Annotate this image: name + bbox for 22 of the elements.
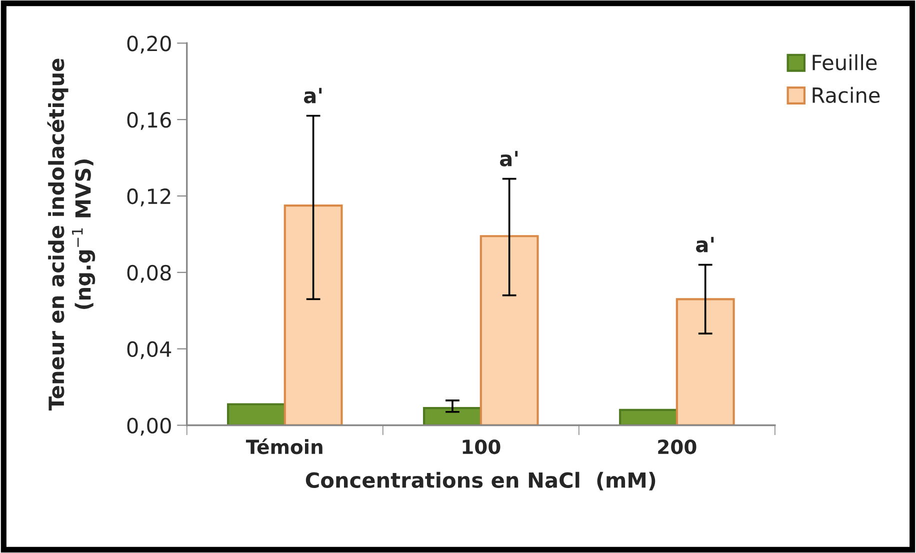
x-tick-label: 100 [462,439,500,454]
x-axis-title: Concentrations en NaCl (mM) [306,472,656,490]
bar [226,403,286,426]
y-tick-label: 0,00 [127,418,171,436]
bar [423,407,482,426]
y-tick-label: 0,20 [127,36,171,54]
annotation: a' [304,88,322,104]
x-tick-label: Témoin [246,438,322,454]
bar [480,235,539,426]
bar [619,408,678,426]
legend-label: Racine [812,86,880,104]
y-tick-label: 0,08 [127,264,171,283]
annotation: a' [696,236,714,252]
legend-label: Feuille [812,54,877,70]
annotation: a' [500,150,518,166]
bar [676,298,735,426]
y-tick-label: 0,04 [127,341,172,360]
y-tick-label: 0,12 [127,188,170,206]
y-axis-title: Teneur en acide indolacétique (ng.g$^{−1}$ MVS) [47,58,96,410]
y-tick-label: 0,16 [127,112,171,130]
x-tick-label: 200 [658,439,696,454]
bar [284,204,343,426]
